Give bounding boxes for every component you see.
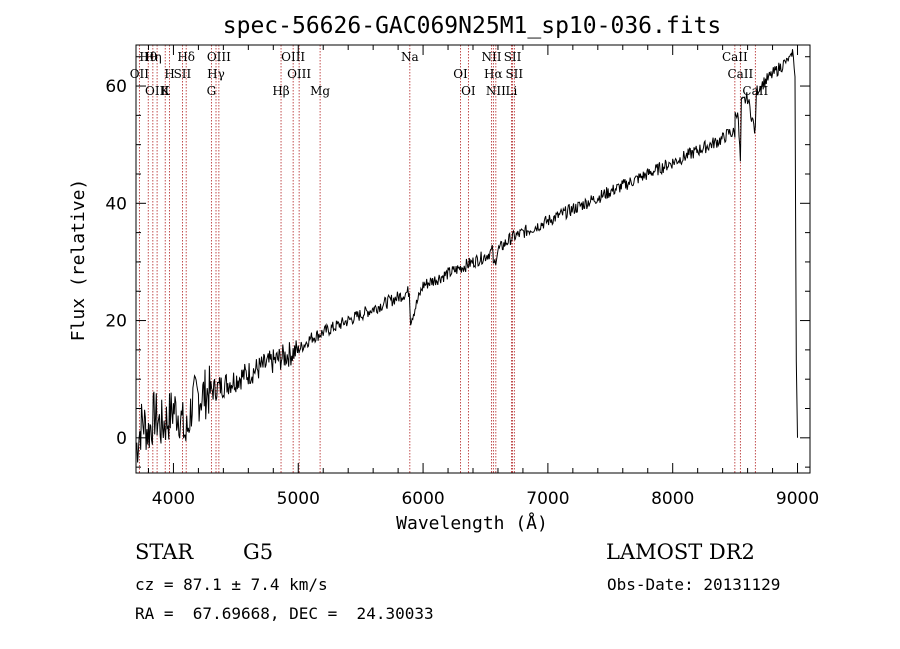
emission-line-label: OI xyxy=(453,67,468,81)
emission-line-label: Hη xyxy=(144,50,162,64)
x-tick-label: 9000 xyxy=(776,489,819,509)
y-axis-label: Flux (relative) xyxy=(68,179,89,342)
y-axis-ticks: 0 20 40 60 xyxy=(105,56,810,468)
emission-line-label: SII xyxy=(505,67,523,81)
redshift-text: cz = 87.1 ± 7.4 km/s xyxy=(135,575,328,594)
emission-line-label: OII xyxy=(130,67,150,81)
emission-line-label: OIII xyxy=(145,84,169,98)
emission-line-label: OI xyxy=(461,84,476,98)
x-axis-label: Wavelength (Å) xyxy=(396,512,548,534)
emission-line-label: H xyxy=(164,67,174,81)
emission-line-label: Mg xyxy=(310,84,330,98)
emission-line-label: SII xyxy=(504,50,522,64)
emission-line-label: NII xyxy=(481,50,501,64)
emission-line-label: Hδ xyxy=(177,50,195,64)
emission-line-label: OIII xyxy=(281,50,305,64)
y-tick-label: 40 xyxy=(105,194,127,214)
x-tick-label: 6000 xyxy=(401,489,444,509)
emission-line-label: Li xyxy=(506,84,518,98)
emission-line-label: G xyxy=(207,84,217,98)
survey-name: LAMOST DR2 xyxy=(606,540,755,564)
emission-line-label: SII xyxy=(174,67,192,81)
object-class: STAR xyxy=(135,540,194,564)
emission-line-label: CaII xyxy=(727,67,753,81)
emission-line-label: CaII xyxy=(722,50,748,64)
emission-line-label: Na xyxy=(401,50,419,64)
emission-line-label: Hα xyxy=(484,67,503,81)
emission-line-label: K xyxy=(161,84,171,98)
chart-title: spec-56626-GAC069N25M1_sp10-036.fits xyxy=(223,13,722,39)
spectrum-series-line xyxy=(135,49,798,463)
emission-lines-group xyxy=(138,45,756,473)
x-tick-label: 8000 xyxy=(651,489,694,509)
x-tick-label: 5000 xyxy=(277,489,320,509)
x-tick-label: 4000 xyxy=(152,489,195,509)
emission-line-label: Hθ xyxy=(139,50,157,64)
object-subclass: G5 xyxy=(243,540,274,564)
emission-line-label: Hβ xyxy=(272,84,289,98)
emission-line-label: Hγ xyxy=(207,67,225,81)
emission-line-label: NII xyxy=(486,84,506,98)
y-tick-label: 20 xyxy=(105,312,127,332)
y-tick-label: 0 xyxy=(116,429,127,449)
y-tick-label: 60 xyxy=(105,77,127,97)
emission-line-label: OIII xyxy=(207,50,231,64)
obs-date-text: Obs-Date: 20131129 xyxy=(607,575,781,594)
x-axis-ticks: 4000 5000 6000 7000 8000 9000 xyxy=(147,45,819,509)
emission-line-label: OIII xyxy=(287,67,311,81)
x-tick-label: 7000 xyxy=(526,489,569,509)
coordinates-text: RA = 67.69668, DEC = 24.30033 xyxy=(135,604,434,623)
